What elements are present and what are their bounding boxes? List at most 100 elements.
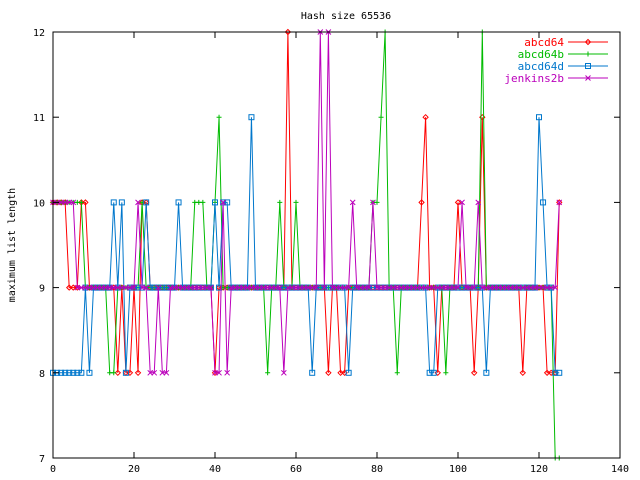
data-point bbox=[374, 284, 380, 291]
data-point bbox=[216, 114, 222, 120]
data-point bbox=[511, 284, 518, 291]
data-point bbox=[228, 284, 235, 291]
data-point bbox=[143, 284, 150, 291]
data-point bbox=[309, 284, 316, 291]
data-point bbox=[70, 369, 77, 376]
data-point bbox=[369, 284, 376, 291]
data-point bbox=[155, 284, 162, 291]
data-point bbox=[212, 369, 218, 376]
data-point bbox=[487, 284, 494, 291]
data-point bbox=[199, 284, 206, 291]
data-point bbox=[532, 284, 538, 291]
data-point bbox=[499, 284, 506, 291]
data-point bbox=[536, 114, 542, 121]
data-point bbox=[293, 284, 299, 291]
data-point bbox=[280, 369, 287, 376]
data-point bbox=[422, 284, 429, 291]
data-point bbox=[175, 284, 182, 291]
data-point bbox=[167, 284, 174, 291]
data-point bbox=[277, 199, 283, 205]
data-point bbox=[252, 284, 259, 291]
data-point bbox=[131, 284, 137, 291]
data-point bbox=[74, 284, 81, 291]
data-point bbox=[374, 199, 380, 205]
data-point bbox=[143, 199, 150, 206]
data-point bbox=[151, 284, 158, 291]
x-tick-label: 40 bbox=[209, 464, 221, 475]
data-point bbox=[135, 199, 141, 206]
series-line bbox=[53, 31, 560, 374]
data-point bbox=[317, 284, 324, 291]
data-point bbox=[438, 284, 445, 291]
data-point bbox=[382, 284, 388, 291]
data-point bbox=[475, 199, 482, 206]
data-point bbox=[70, 284, 77, 291]
legend-marker bbox=[585, 75, 591, 81]
data-point bbox=[82, 199, 89, 206]
data-point bbox=[171, 284, 178, 291]
x-tick-label: 140 bbox=[611, 464, 629, 475]
data-point bbox=[540, 199, 547, 206]
data-point bbox=[74, 284, 81, 291]
legend-label: abcd64d bbox=[518, 60, 564, 73]
data-point bbox=[147, 284, 154, 291]
data-point bbox=[410, 284, 417, 291]
data-point bbox=[114, 284, 121, 291]
axis-layer: 0 20 40 60 80 100 120 140 7 8 9 10 11 12 bbox=[33, 28, 629, 475]
data-point bbox=[111, 370, 117, 376]
data-point bbox=[127, 284, 133, 291]
data-point bbox=[528, 284, 534, 291]
data-point bbox=[479, 284, 486, 291]
data-point bbox=[536, 284, 542, 291]
data-point bbox=[378, 114, 384, 120]
x-tick-label: 60 bbox=[290, 464, 302, 475]
legend-label: jenkins2b bbox=[504, 72, 564, 85]
data-point bbox=[471, 284, 478, 291]
data-point bbox=[200, 199, 206, 205]
legend-marker bbox=[584, 38, 592, 46]
data-point bbox=[159, 369, 166, 376]
series-layer bbox=[49, 28, 563, 461]
data-point bbox=[175, 199, 182, 206]
data-point bbox=[86, 369, 93, 376]
data-point bbox=[519, 369, 527, 377]
y-tick-label: 7 bbox=[39, 454, 45, 465]
data-point bbox=[515, 284, 522, 291]
data-point bbox=[224, 369, 231, 376]
data-point bbox=[98, 284, 105, 291]
data-point bbox=[406, 284, 413, 291]
data-point bbox=[495, 284, 502, 291]
data-point bbox=[62, 369, 69, 376]
data-point bbox=[256, 284, 263, 291]
data-point bbox=[491, 284, 498, 291]
legend-label: abcd64b bbox=[518, 48, 564, 61]
data-point bbox=[447, 284, 453, 291]
data-point bbox=[264, 284, 271, 291]
data-point bbox=[325, 369, 332, 377]
data-point bbox=[211, 369, 219, 377]
x-tick-label: 0 bbox=[50, 464, 56, 475]
data-point bbox=[305, 284, 312, 291]
data-point bbox=[78, 199, 84, 205]
data-point bbox=[90, 284, 97, 291]
data-point bbox=[212, 199, 218, 206]
data-point bbox=[470, 369, 478, 377]
data-point bbox=[204, 284, 210, 291]
data-point bbox=[503, 284, 510, 291]
series-line bbox=[53, 31, 560, 459]
data-point bbox=[276, 284, 283, 291]
y-tick-label: 10 bbox=[33, 198, 45, 209]
data-point bbox=[475, 284, 482, 291]
data-point bbox=[62, 199, 69, 206]
data-point bbox=[285, 284, 291, 291]
data-point bbox=[552, 369, 559, 376]
data-point bbox=[147, 369, 154, 376]
data-point bbox=[349, 284, 356, 291]
data-point bbox=[337, 284, 344, 291]
data-point bbox=[402, 284, 409, 291]
data-point bbox=[442, 284, 449, 291]
data-point bbox=[191, 284, 198, 291]
data-point bbox=[65, 284, 73, 291]
data-point bbox=[94, 284, 101, 291]
